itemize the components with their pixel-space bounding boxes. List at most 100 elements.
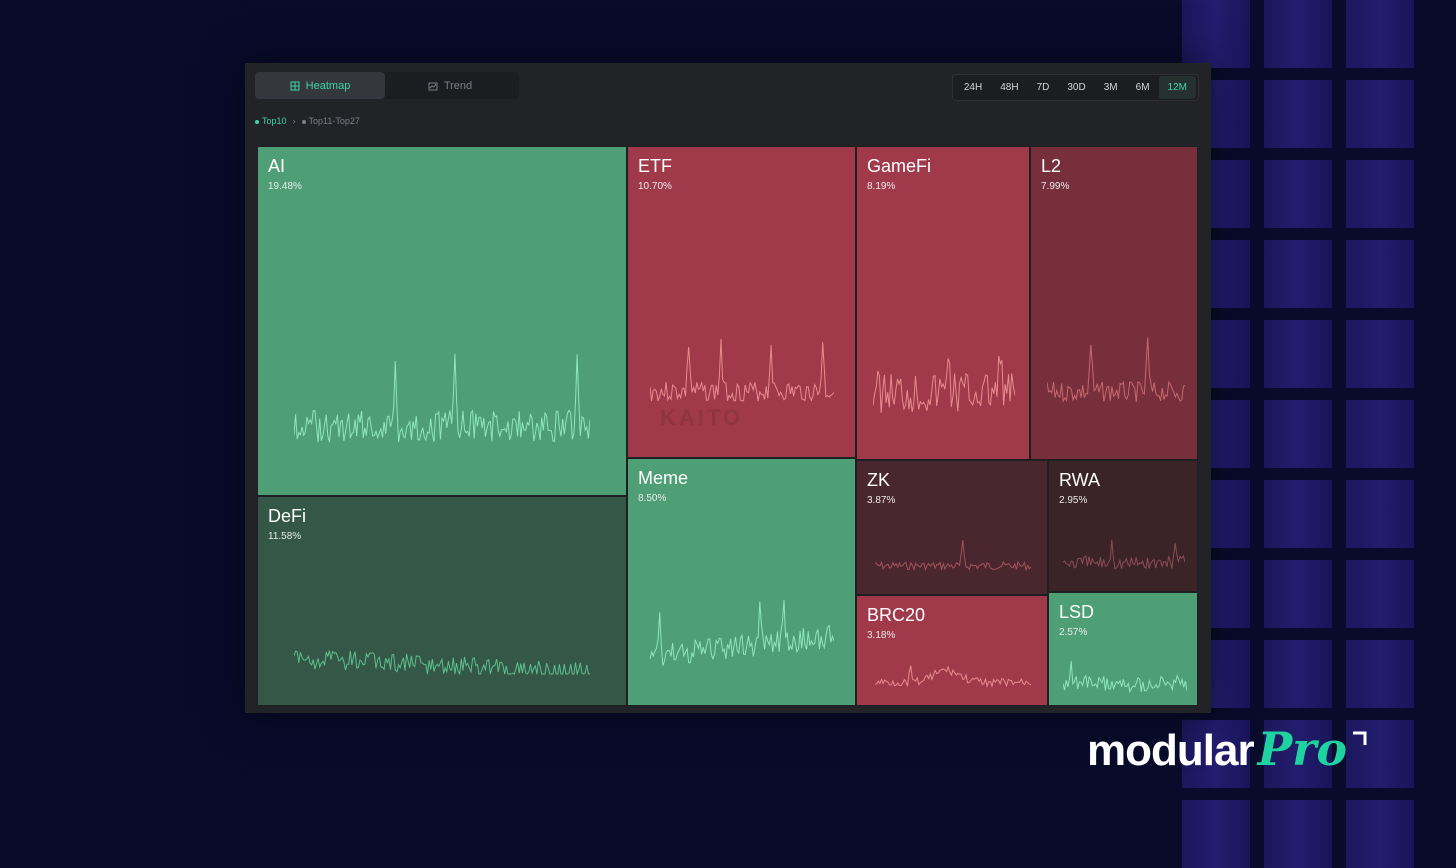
tile-lsd[interactable]: LSD 2.57% — [1048, 592, 1198, 706]
logo-pro-text: Pro — [1257, 722, 1348, 776]
watermark: KAITO — [660, 405, 744, 430]
sparkline-path — [1063, 661, 1187, 694]
tile-etf-name: ETF — [638, 156, 672, 176]
sparkline-path — [294, 353, 590, 443]
tile-l2-sparkline — [1047, 337, 1185, 403]
tile-brc20[interactable]: BRC20 3.18% — [856, 595, 1048, 706]
tile-l2-share: 7.99% — [1041, 181, 1070, 192]
breadcrumb-top11-27[interactable]: Top11-Top27 — [301, 116, 360, 126]
tile-gamefi-name: GameFi — [867, 156, 932, 176]
tile-l2[interactable]: L2 7.99% — [1030, 146, 1198, 460]
period-7d[interactable]: 7D — [1036, 82, 1050, 93]
period-48h[interactable]: 48H — [1000, 82, 1019, 93]
tile-gamefi-sparkline — [873, 355, 1015, 414]
period-30d[interactable]: 30D — [1067, 82, 1086, 93]
grid-cell — [1264, 720, 1332, 788]
tile-zk-sparkline — [875, 540, 1031, 572]
period-3m[interactable]: 3M — [1103, 82, 1118, 93]
grid-cell — [1346, 480, 1414, 548]
grid-cell — [1346, 320, 1414, 388]
tile-gamefi[interactable]: GameFi 8.19% — [856, 146, 1030, 460]
period-12m[interactable]: 12M — [1158, 76, 1196, 99]
period-24h[interactable]: 24H — [963, 82, 983, 93]
tile-etf[interactable]: ETF 10.70% KAITO — [627, 146, 856, 458]
sparkline-path — [873, 355, 1015, 414]
tile-lsd-name: LSD — [1059, 602, 1095, 622]
tile-lsd-sparkline — [1063, 661, 1187, 694]
tile-etf-sparkline — [650, 338, 834, 402]
logo-arrow-icon — [1353, 731, 1367, 745]
sparkline-path — [1063, 539, 1185, 570]
tile-meme[interactable]: Meme 8.50% — [627, 458, 856, 706]
tile-zk-share: 3.87% — [867, 495, 896, 506]
tile-brc20-name: BRC20 — [867, 605, 926, 625]
tile-meme-share: 8.50% — [638, 493, 667, 504]
tile-rwa-name: RWA — [1059, 470, 1101, 490]
dot-icon — [301, 119, 306, 124]
grid-cell — [1264, 800, 1332, 868]
grid-cell — [1346, 0, 1414, 68]
breadcrumb-top10-label: Top10 — [262, 116, 287, 126]
tile-defi-name: DeFi — [268, 506, 307, 526]
sparkline-path — [294, 650, 590, 675]
sparkline-path — [875, 665, 1031, 688]
trend-icon — [428, 82, 438, 90]
tile-defi-share: 11.58% — [268, 531, 302, 542]
heatmap-icon — [290, 81, 300, 90]
grid-cell — [1264, 560, 1332, 628]
grid-cell — [1182, 800, 1250, 868]
tile-brc20-share: 3.18% — [867, 630, 896, 641]
tab-trend-label: Trend — [443, 79, 473, 92]
grid-cell — [1264, 400, 1332, 468]
tab-trend[interactable]: Trend — [385, 72, 515, 99]
tile-ai-sparkline — [294, 353, 590, 443]
tile-ai-share: 19.48% — [268, 181, 302, 192]
breadcrumb-top11-27-label: Top11-Top27 — [308, 116, 360, 126]
heatmap-panel: Heatmap Trend 24H 48H 7D 30D 3M 6M 12M T… — [245, 63, 1211, 713]
tile-lsd-share: 2.57% — [1059, 627, 1088, 638]
tile-ai[interactable]: AI 19.48% — [257, 146, 627, 496]
sparkline-path — [650, 338, 834, 402]
breadcrumb-top10[interactable]: Top10 — [255, 116, 287, 126]
background-grid — [1180, 0, 1456, 868]
grid-cell — [1264, 480, 1332, 548]
tile-gamefi-share: 8.19% — [867, 181, 896, 192]
tile-defi[interactable]: DeFi 11.58% — [257, 496, 627, 706]
grid-cell — [1182, 0, 1250, 68]
grid-cell — [1346, 720, 1414, 788]
tile-brc20-sparkline — [875, 665, 1031, 688]
tile-l2-name: L2 — [1041, 156, 1062, 176]
tile-etf-share: 10.70% — [638, 181, 672, 192]
grid-cell — [1264, 80, 1332, 148]
grid-cell — [1264, 0, 1332, 68]
grid-cell — [1346, 800, 1414, 868]
tile-rwa-sparkline — [1063, 539, 1185, 570]
grid-cell — [1346, 80, 1414, 148]
sparkline-path — [1047, 337, 1185, 403]
grid-cell — [1346, 560, 1414, 628]
breadcrumb: Top10 › Top11-Top27 — [255, 116, 360, 126]
grid-cell — [1264, 160, 1332, 228]
grid-cell — [1264, 240, 1332, 308]
dot-icon — [255, 119, 259, 124]
grid-cell — [1264, 640, 1332, 708]
sparkline-path — [875, 540, 1031, 572]
tile-meme-name: Meme — [638, 468, 689, 488]
grid-cell — [1264, 320, 1332, 388]
sparkline-path — [650, 599, 834, 666]
tile-meme-sparkline — [650, 599, 834, 666]
grid-cell — [1346, 640, 1414, 708]
grid-cell — [1346, 400, 1414, 468]
logo-main-text: modular — [1087, 726, 1255, 775]
tile-rwa[interactable]: RWA 2.95% — [1048, 460, 1198, 592]
tab-heatmap[interactable]: Heatmap — [255, 72, 385, 99]
tile-rwa-share: 2.95% — [1059, 495, 1088, 506]
period-6m[interactable]: 6M — [1135, 82, 1150, 93]
tile-ai-name: AI — [268, 156, 286, 176]
tile-defi-sparkline — [294, 650, 590, 675]
tile-zk-name: ZK — [867, 470, 891, 490]
chevron-right-icon: › — [292, 116, 296, 126]
view-tabs: Heatmap Trend — [255, 72, 519, 99]
grid-cell — [1346, 160, 1414, 228]
tile-zk[interactable]: ZK 3.87% — [856, 460, 1048, 595]
